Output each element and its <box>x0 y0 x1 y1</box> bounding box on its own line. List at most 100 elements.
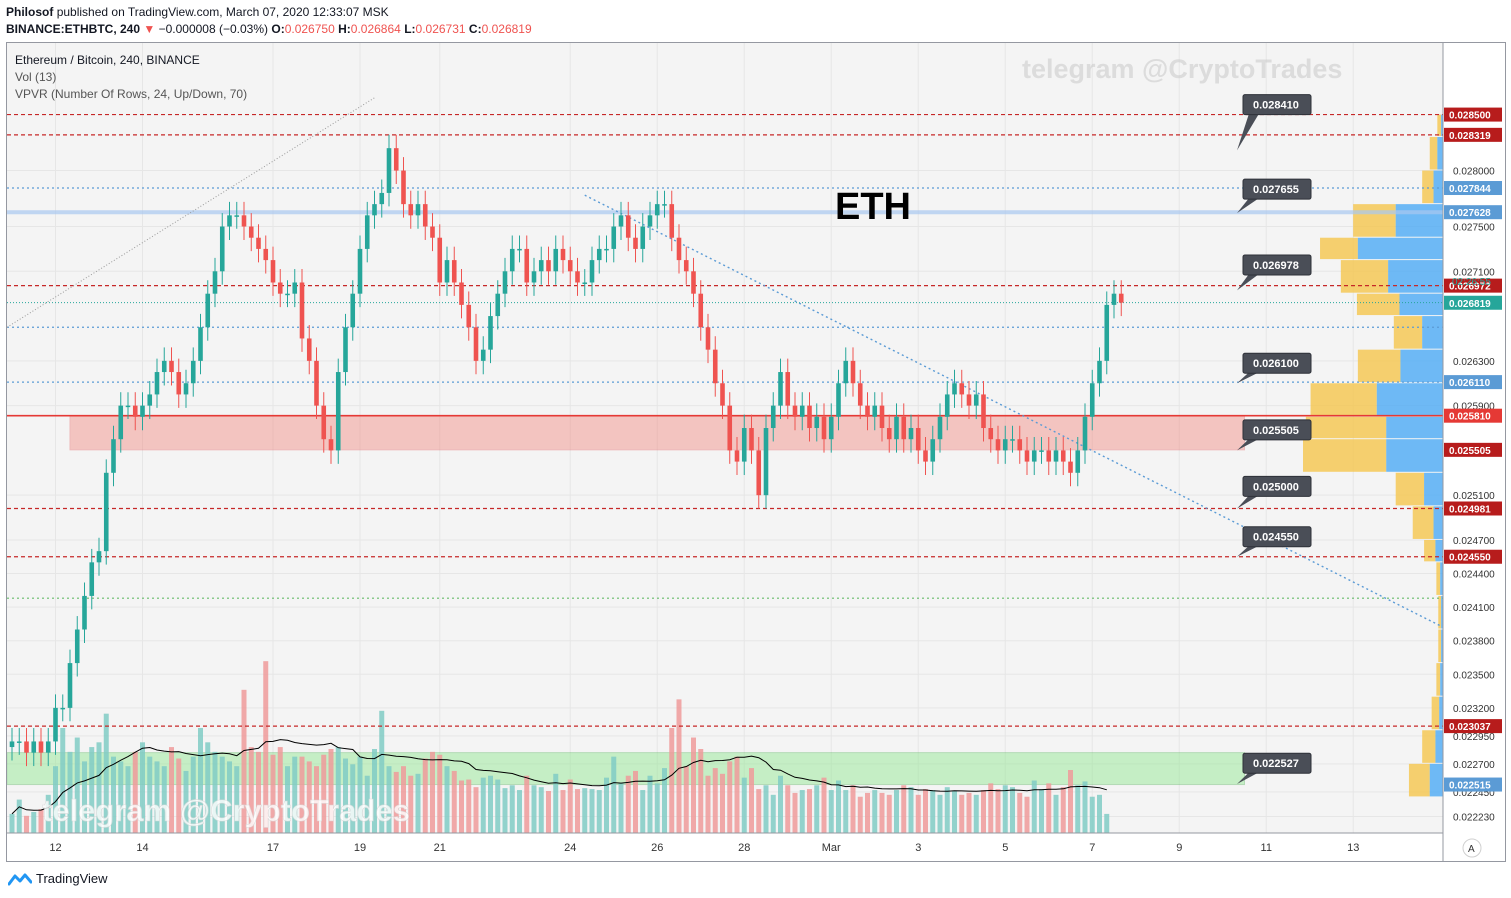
candle-body <box>328 439 334 451</box>
y-tick-label: 0.022230 <box>1453 812 1495 823</box>
volume-bar <box>343 758 348 833</box>
candle-body <box>749 428 754 451</box>
candle-body <box>430 226 435 238</box>
y-tick-label: 0.024400 <box>1453 570 1495 581</box>
candle-body <box>111 439 116 473</box>
vpvr-up-bar <box>1422 170 1434 204</box>
candle-body <box>198 327 203 361</box>
volume-bar <box>814 785 820 833</box>
axis-price-tag <box>1444 278 1502 293</box>
y-tick-label: 0.023500 <box>1453 670 1495 681</box>
volume-bar <box>560 790 566 833</box>
candle-body <box>756 450 762 496</box>
candle-body <box>67 663 73 708</box>
candle-body <box>285 293 290 296</box>
volume-bar <box>741 777 747 833</box>
axis-price-tag <box>1444 295 1502 310</box>
candle-body <box>1017 439 1023 451</box>
publish-info: Philosof published on TradingView.com, M… <box>6 5 389 19</box>
candle-body <box>82 595 87 630</box>
candle-body <box>546 260 551 272</box>
publish-text: published on TradingView.com, March 07, … <box>56 5 389 19</box>
candle-body <box>422 204 428 227</box>
candle-body <box>850 360 856 384</box>
candle-body <box>1075 450 1081 473</box>
vpvr-up-bar <box>1356 293 1400 316</box>
volume-bar <box>161 766 167 833</box>
volume-bar <box>756 789 762 833</box>
candle-body <box>299 282 305 339</box>
candle-body <box>517 248 522 251</box>
axis-price-tag-text: 0.027844 <box>1449 184 1491 195</box>
candle-body <box>103 472 109 552</box>
volume-bar <box>473 787 479 833</box>
volume-bar <box>901 785 907 833</box>
vpvr-down-bar <box>1437 136 1443 170</box>
candle-body <box>1097 360 1102 384</box>
volume-bar <box>1075 785 1081 833</box>
candle-body <box>705 327 711 350</box>
volume-bar <box>1060 787 1066 833</box>
volume-bar <box>872 790 878 833</box>
candle-body <box>190 360 196 384</box>
candle-body <box>350 293 356 328</box>
candle-body <box>908 428 914 440</box>
volume-bar <box>712 768 718 833</box>
vpvr-down-bar <box>1439 696 1443 730</box>
candle-body <box>959 383 965 395</box>
volume-bar <box>966 792 972 833</box>
candle-body <box>205 293 211 328</box>
candle-body <box>1118 293 1124 303</box>
candle-body <box>212 271 218 294</box>
volume-bar <box>89 747 95 833</box>
legend-vol: Vol (13) <box>15 70 56 84</box>
candle-body <box>625 215 631 238</box>
vpvr-up-bar <box>1431 696 1440 730</box>
footer-brand: TradingView <box>36 871 108 886</box>
volume-bar <box>277 747 283 833</box>
callout-text: 0.026100 <box>1253 358 1299 370</box>
author-name: Philosof <box>6 5 54 19</box>
callout-box <box>1242 352 1312 374</box>
candle-body <box>647 215 653 227</box>
chart-frame[interactable]: 0.028410 0.027655 0.026978 0.026100 0.025505… <box>6 42 1506 862</box>
tradingview-logo-icon <box>8 873 32 885</box>
candle-body <box>930 439 936 462</box>
volume-bar <box>256 751 261 833</box>
ohlc-line: BINANCE:ETHBTC, 240 ▼ −0.000008 (−0.03%)… <box>6 22 532 36</box>
x-tick-label: 3 <box>915 842 921 854</box>
volume-bar <box>691 737 696 833</box>
candle-body <box>372 204 377 216</box>
callout-text: 0.025505 <box>1253 425 1299 437</box>
axis-price-tag-text: 0.028319 <box>1449 131 1491 142</box>
x-tick-label: 21 <box>434 842 446 854</box>
candle-body <box>451 260 457 283</box>
candle-body <box>981 394 986 429</box>
candle-body <box>1060 450 1066 462</box>
candle-body <box>256 237 261 249</box>
volume-bar <box>24 815 29 833</box>
auto-scale-label: A <box>1468 844 1475 855</box>
candle-body <box>618 215 624 227</box>
open-value: 0.026750 <box>284 22 335 36</box>
volume-bar <box>1031 780 1037 833</box>
candle-body <box>857 383 863 406</box>
auto-scale-button[interactable] <box>1462 838 1482 858</box>
vpvr-up-bar <box>1424 539 1436 562</box>
candle-body <box>292 282 298 294</box>
volume-bar <box>1068 770 1073 833</box>
candle-body <box>437 237 443 283</box>
candle-body <box>38 741 44 753</box>
volume-bar <box>1039 789 1044 833</box>
resistance-zone <box>69 415 1245 451</box>
axis-price-tag <box>1444 107 1502 122</box>
volume-bar <box>430 751 435 833</box>
volume-bar <box>328 749 334 833</box>
volume-bar <box>778 775 783 833</box>
candle-body <box>147 394 153 406</box>
vpvr-down-bar <box>1441 595 1443 629</box>
price-chart[interactable]: 0.028410 0.027655 0.026978 0.026100 0.025505… <box>6 43 1505 861</box>
volume-bar <box>1002 785 1008 833</box>
candle-body <box>915 428 921 451</box>
volume-bar <box>67 751 73 833</box>
